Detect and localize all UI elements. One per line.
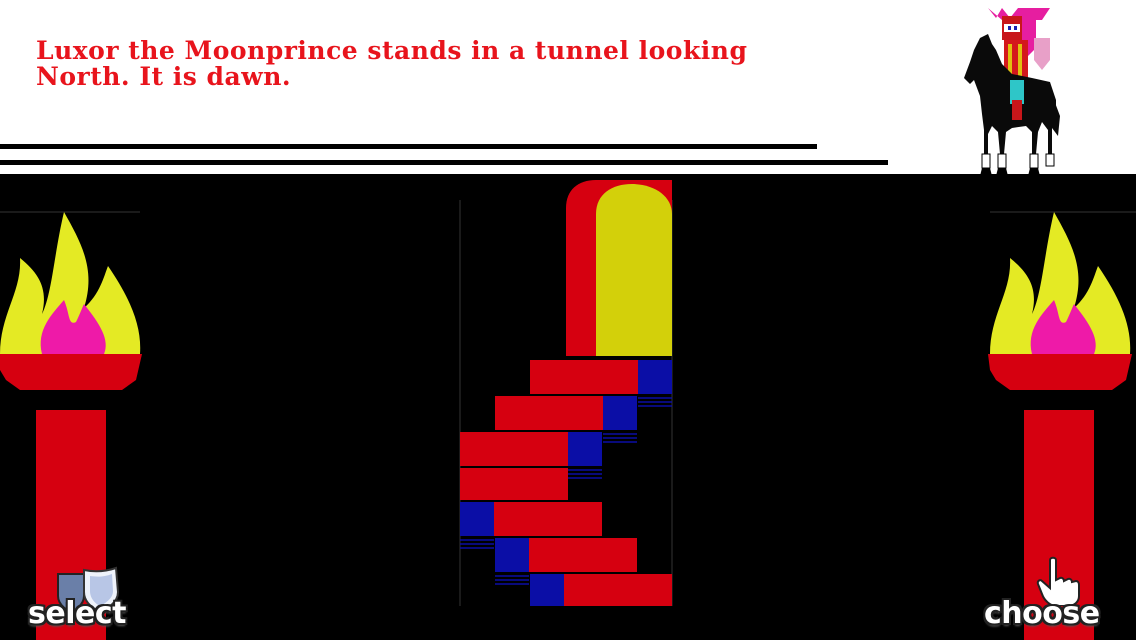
narration-text: Luxor the Moonprince stands in a tunnel … [36,36,748,91]
narration-panel: Luxor the Moonprince stands in a tunnel … [0,0,1136,174]
choose-button[interactable]: choose [982,556,1122,638]
spiral-stair-icon [459,180,673,606]
choose-label: choose [984,596,1100,631]
pointing-hand-icon [1036,556,1080,606]
tunnel-scene [0,180,1136,640]
select-button[interactable]: select [26,566,150,638]
header-divider-2 [0,160,888,165]
header-divider-1 [0,144,817,149]
select-label: select [28,596,126,631]
torch-icon [988,212,1132,640]
shields-icon [57,566,120,614]
knight-on-horse-icon [964,8,1060,176]
